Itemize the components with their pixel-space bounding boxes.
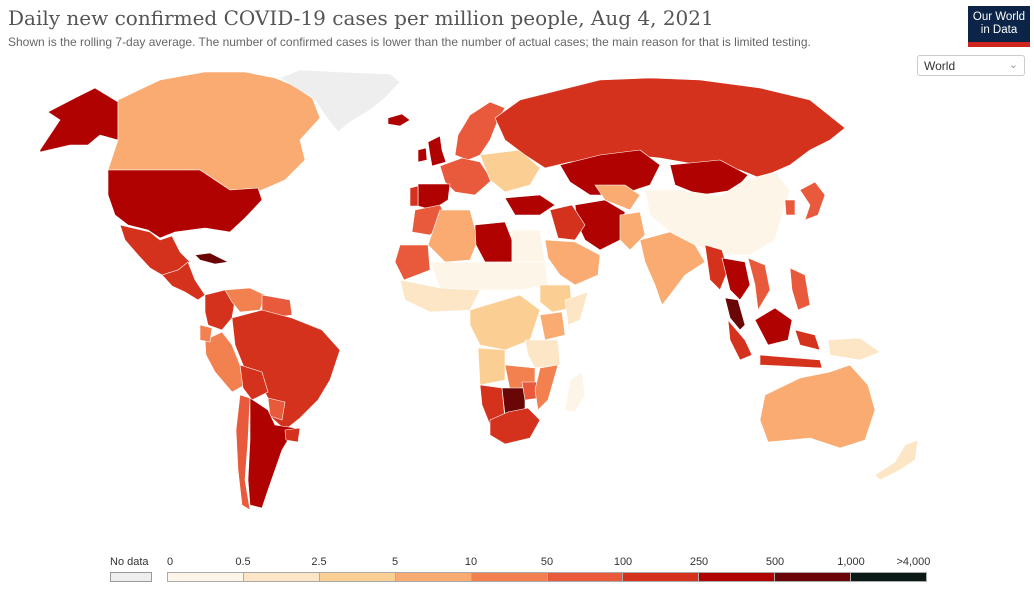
legend-color-scale	[167, 572, 928, 582]
legend-tick-label: 0.5	[235, 556, 251, 568]
legend-bin-9[interactable]	[851, 572, 928, 582]
legend-bin-1[interactable]	[243, 572, 320, 582]
country-new-zealand[interactable]	[874, 439, 919, 481]
world-map[interactable]	[0, 60, 1034, 520]
country-pakistan[interactable]	[619, 211, 646, 251]
legend-no-data-label: No data	[110, 556, 149, 568]
country-kenya[interactable]	[539, 311, 566, 341]
country-madagascar[interactable]	[564, 371, 586, 413]
country-egypt[interactable]	[511, 229, 546, 263]
country-south-africa[interactable]	[489, 407, 541, 445]
country-thailand[interactable]	[721, 257, 751, 301]
country-turkey[interactable]	[504, 194, 556, 216]
country-angola[interactable]	[477, 347, 506, 386]
country-mozambique[interactable]	[534, 364, 559, 411]
logo-line-2: in Data	[980, 24, 1018, 36]
country-argentina[interactable]	[247, 397, 296, 509]
legend-bin-2[interactable]	[319, 572, 396, 582]
legend-tick-label: 100	[613, 556, 633, 568]
country-somalia[interactable]	[564, 291, 589, 326]
country-borneo[interactable]	[754, 307, 793, 346]
country-japan[interactable]	[799, 181, 826, 221]
country-ecuador[interactable]	[199, 324, 213, 343]
country-vietnam[interactable]	[747, 257, 771, 311]
country-paraguay[interactable]	[267, 397, 286, 421]
country-scandinavia[interactable]	[454, 101, 506, 161]
country-iceland[interactable]	[387, 113, 411, 127]
legend-no-data-swatch[interactable]	[110, 572, 152, 582]
owid-logo[interactable]: Our World in Data	[968, 6, 1030, 47]
legend-bin-3[interactable]	[395, 572, 472, 582]
country-india[interactable]	[639, 231, 706, 306]
country-mauritania[interactable]	[394, 244, 431, 281]
legend-tick-label: 0	[167, 556, 174, 568]
country-iraq[interactable]	[549, 204, 586, 241]
country-bolivia[interactable]	[239, 364, 269, 401]
country-russia[interactable]	[494, 77, 846, 179]
legend-bin-5[interactable]	[547, 572, 624, 582]
legend-tick-label: 50	[540, 556, 554, 568]
legend-tick-label: >4,000	[896, 556, 931, 568]
legend-bin-7[interactable]	[699, 572, 776, 582]
country-malaysia[interactable]	[724, 297, 746, 331]
country-sahel[interactable]	[429, 261, 549, 291]
logo-line-1: Our World	[972, 11, 1026, 23]
country-western-europe[interactable]	[439, 157, 493, 196]
country-central-africa[interactable]	[469, 294, 541, 351]
legend-tick-label: 5	[391, 556, 399, 568]
legend-bin-8[interactable]	[775, 572, 852, 582]
region-dropdown[interactable]: World ⌄	[917, 55, 1025, 76]
chart-subtitle: Shown is the rolling 7-day average. The …	[8, 35, 811, 49]
legend-bin-4[interactable]	[471, 572, 548, 582]
country-myanmar[interactable]	[704, 244, 729, 291]
country-united-states[interactable]	[107, 169, 263, 239]
country-south-korea[interactable]	[784, 199, 796, 216]
country-australia[interactable]	[759, 364, 876, 449]
country-saudi-arabia[interactable]	[544, 239, 601, 286]
legend-tick-label: 250	[689, 556, 709, 568]
chevron-down-icon: ⌄	[1008, 59, 1018, 71]
legend-tick-label: 2.5	[311, 556, 327, 568]
legend-bin-0[interactable]	[167, 572, 244, 582]
country-greenland[interactable]	[279, 69, 401, 133]
country-portugal[interactable]	[409, 185, 419, 207]
region-dropdown-value: World	[924, 59, 956, 73]
legend-bin-6[interactable]	[623, 572, 700, 582]
country-tanzania[interactable]	[524, 339, 561, 369]
country-philippines[interactable]	[789, 267, 811, 311]
country-cuba[interactable]	[194, 252, 229, 265]
legend-tick-label: 1,000	[837, 556, 865, 568]
country-uruguay[interactable]	[284, 427, 301, 443]
country-venezuela[interactable]	[224, 287, 266, 313]
country-libya[interactable]	[474, 221, 513, 263]
country-alaska[interactable]	[39, 87, 119, 153]
country-indonesia[interactable]	[727, 319, 823, 369]
country-ireland[interactable]	[417, 147, 428, 163]
country-middle-asia[interactable]	[594, 184, 641, 211]
country-kazakhstan[interactable]	[559, 149, 661, 196]
legend-tick-label: 500	[765, 556, 785, 568]
country-chile[interactable]	[235, 394, 251, 511]
country-papua-new-guinea[interactable]	[827, 337, 881, 361]
legend-tick-label: 10	[464, 556, 478, 568]
country-united-kingdom[interactable]	[427, 135, 447, 167]
chart-title: Daily new confirmed COVID-19 cases per m…	[8, 6, 714, 30]
country-ethiopia[interactable]	[539, 284, 573, 313]
